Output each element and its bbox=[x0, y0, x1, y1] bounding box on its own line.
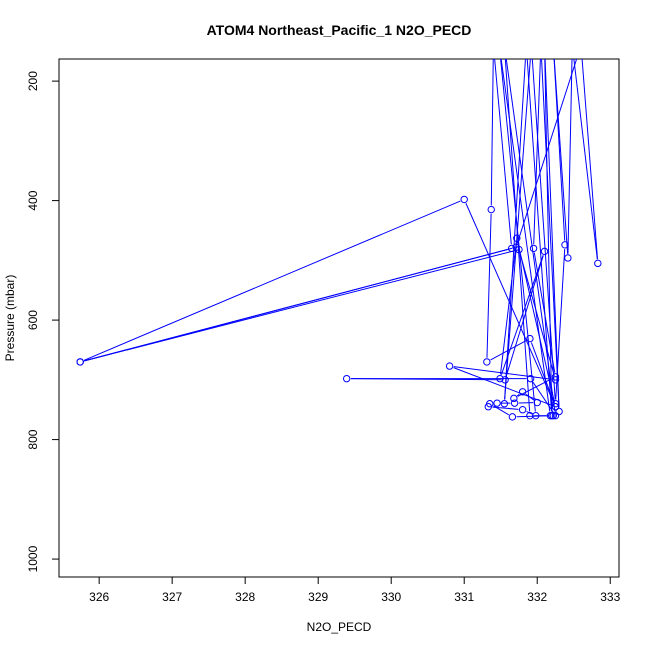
data-point bbox=[490, 42, 496, 48]
data-point bbox=[561, 241, 569, 249]
series-segment bbox=[505, 59, 556, 412]
series-segment bbox=[84, 250, 516, 362]
data-point bbox=[510, 394, 518, 403]
x-tick-label: 328 bbox=[235, 590, 255, 604]
series-segment bbox=[531, 59, 556, 400]
x-axis-label: N2O_PECD bbox=[307, 620, 372, 634]
series-segment bbox=[530, 342, 555, 403]
data-point bbox=[526, 334, 534, 343]
y-tick-label: 600 bbox=[26, 310, 40, 330]
series-segment bbox=[553, 59, 569, 254]
data-point bbox=[532, 411, 540, 420]
series-segment bbox=[573, 59, 598, 260]
data-point bbox=[508, 413, 517, 421]
data-point bbox=[569, 42, 575, 48]
data-point bbox=[500, 400, 509, 408]
data-point bbox=[533, 398, 541, 407]
series-segment bbox=[83, 200, 461, 361]
data-point bbox=[550, 42, 556, 48]
x-tick-label: 327 bbox=[162, 590, 182, 604]
x-tick-label: 331 bbox=[454, 590, 474, 604]
x-tick-label: 330 bbox=[381, 590, 401, 604]
series-segment bbox=[453, 367, 552, 406]
series-segment bbox=[544, 59, 560, 408]
series-segment bbox=[516, 393, 520, 397]
data-point bbox=[551, 373, 560, 381]
series-segment bbox=[504, 59, 526, 400]
data-point bbox=[483, 358, 491, 366]
data-point bbox=[445, 362, 454, 370]
data-point bbox=[551, 400, 560, 408]
series-segment bbox=[465, 203, 555, 404]
series-segment bbox=[505, 255, 544, 376]
y-tick-label: 1000 bbox=[26, 545, 40, 572]
chart-title: ATOM4 Northeast_Pacific_1 N2O_PECD bbox=[207, 22, 472, 38]
y-tick-label: 800 bbox=[26, 429, 40, 449]
series-segment bbox=[533, 59, 541, 245]
data-point bbox=[551, 376, 560, 384]
data-point bbox=[528, 42, 534, 48]
y-axis: 200 400 600 800 1000 bbox=[26, 71, 60, 572]
series-segment bbox=[544, 59, 553, 412]
data-point bbox=[546, 411, 555, 420]
series-segment bbox=[567, 59, 573, 254]
data-point bbox=[342, 374, 351, 383]
data-point bbox=[515, 245, 523, 254]
data-point bbox=[513, 234, 521, 242]
data-point bbox=[518, 406, 527, 414]
data-point bbox=[564, 254, 572, 262]
series-segment bbox=[541, 59, 560, 408]
series-layer bbox=[76, 42, 602, 421]
data-point bbox=[540, 247, 549, 256]
data-point bbox=[507, 244, 516, 253]
series-segment bbox=[532, 381, 554, 413]
data-point bbox=[460, 195, 468, 204]
x-tick-label: 329 bbox=[308, 590, 328, 604]
series-segment bbox=[517, 242, 556, 403]
series-segment bbox=[581, 59, 599, 260]
data-point bbox=[501, 42, 507, 48]
y-tick-label: 200 bbox=[26, 71, 40, 91]
data-point bbox=[551, 411, 560, 420]
data-point bbox=[529, 244, 538, 253]
series-segment bbox=[499, 242, 517, 375]
y-tick-label: 400 bbox=[26, 190, 40, 210]
data-point bbox=[501, 376, 509, 384]
data-point bbox=[487, 205, 495, 214]
series-segment bbox=[486, 213, 492, 358]
data-point bbox=[541, 42, 547, 48]
data-point bbox=[510, 399, 519, 407]
data-point bbox=[555, 407, 563, 416]
y-axis-label: Pressure (mbar) bbox=[3, 275, 17, 362]
data-point bbox=[526, 411, 534, 420]
series-segment bbox=[500, 59, 536, 412]
series-segment bbox=[490, 340, 527, 361]
x-tick-label: 326 bbox=[89, 590, 109, 604]
data-point bbox=[76, 358, 84, 366]
data-point bbox=[523, 42, 529, 48]
x-tick-label: 332 bbox=[527, 590, 547, 604]
x-tick-label: 333 bbox=[600, 590, 620, 604]
series-segment bbox=[500, 59, 551, 412]
data-point bbox=[493, 399, 501, 407]
series-segment bbox=[494, 59, 512, 245]
data-point bbox=[551, 403, 560, 411]
series-segment bbox=[492, 406, 519, 410]
series-segment bbox=[84, 248, 508, 362]
series-segment bbox=[453, 366, 552, 380]
series-segment bbox=[519, 253, 555, 376]
data-point bbox=[594, 259, 602, 268]
series-segment bbox=[504, 59, 531, 400]
series-segment bbox=[490, 59, 494, 206]
data-point bbox=[538, 42, 544, 48]
data-point bbox=[578, 42, 584, 48]
data-point bbox=[496, 42, 502, 48]
data-point bbox=[496, 374, 504, 383]
series-segment bbox=[516, 59, 578, 244]
data-point bbox=[484, 403, 493, 411]
data-point bbox=[518, 388, 527, 396]
data-point bbox=[526, 374, 535, 383]
x-axis: 326 327 328 329 330 331 332 333 bbox=[89, 576, 621, 604]
